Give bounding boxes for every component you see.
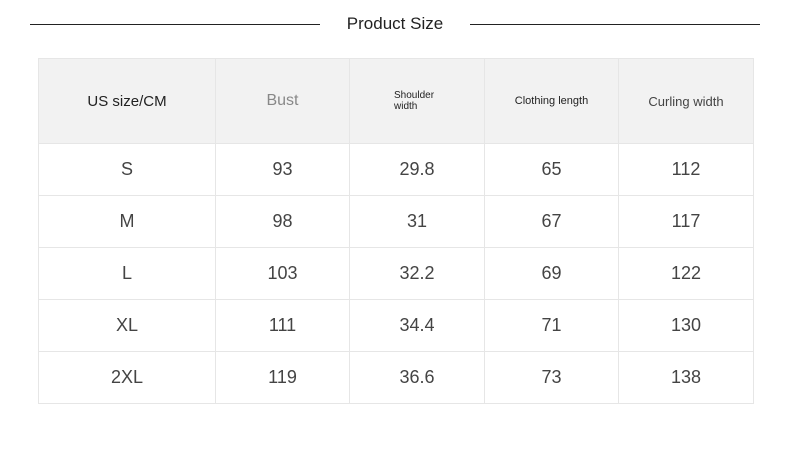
title: Product Size [346, 14, 444, 33]
title-rule [30, 24, 320, 25]
table-cell: 65 [484, 143, 619, 196]
table-cell: 29.8 [349, 143, 485, 196]
table-cell: 93 [215, 143, 350, 196]
table-cell: 67 [484, 195, 619, 248]
table-cell: 71 [484, 299, 619, 352]
table-cell: 119 [215, 351, 350, 404]
table-cell: 69 [484, 247, 619, 300]
table-cell: 122 [618, 247, 754, 300]
table-body: S 93 29.8 65 112 M 98 31 67 117 L 103 32.2 69 122 XL 111… [38, 143, 754, 404]
column-header-text: US size/CM [87, 92, 167, 110]
table-cell: 117 [618, 195, 754, 248]
column-header: Curling width [618, 58, 754, 144]
table-cell: 34.4 [349, 299, 485, 352]
table-cell: 112 [618, 143, 754, 196]
table-cell: 73 [484, 351, 619, 404]
header-row: US size/CM Bust Shoulder width Clothing len… [38, 58, 754, 144]
table-cell: 130 [618, 299, 754, 352]
table-cell: 32.2 [349, 247, 485, 300]
table-row: M 98 31 67 117 [38, 195, 754, 248]
table-cell: 138 [618, 351, 754, 404]
table-cell: XL [38, 299, 216, 352]
column-header: Clothing length [484, 58, 619, 144]
table-row: L 103 32.2 69 122 [38, 247, 754, 300]
table-row: 2XL 119 36.6 73 138 [38, 351, 754, 404]
table-cell: 36.6 [349, 351, 485, 404]
column-header: Bust [215, 58, 350, 144]
column-header-text: Shoulder width [394, 90, 435, 112]
table-row: S 93 29.8 65 112 [38, 143, 754, 196]
column-header-text: Curling width [648, 93, 724, 109]
table-cell: M [38, 195, 216, 248]
column-header: US size/CM [38, 58, 216, 144]
table-cell: 2XL [38, 351, 216, 404]
table-cell: 31 [349, 195, 485, 248]
column-header-text: Clothing length [514, 95, 589, 107]
table-cell: S [38, 143, 216, 196]
size-table: US size/CM Bust Shoulder width Clothing len… [38, 58, 754, 404]
column-header: Shoulder width [349, 58, 485, 144]
title-rule [470, 24, 760, 25]
table-cell: 103 [215, 247, 350, 300]
column-header-text: Bust [266, 92, 299, 109]
table-row: XL 111 34.4 71 130 [38, 299, 754, 352]
table-cell: L [38, 247, 216, 300]
table-cell: 111 [215, 299, 350, 352]
table-cell: 98 [215, 195, 350, 248]
